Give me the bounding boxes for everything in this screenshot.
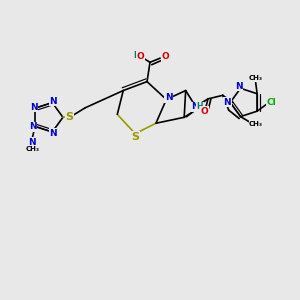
Text: O: O [195, 104, 202, 113]
Text: N: N [235, 82, 242, 91]
Text: N: N [30, 103, 38, 112]
Text: O: O [136, 52, 144, 61]
Text: H: H [133, 51, 139, 60]
Text: CH₃: CH₃ [26, 146, 40, 152]
Text: S: S [66, 112, 74, 122]
Text: O: O [162, 52, 169, 62]
Text: N: N [50, 129, 57, 138]
Text: CH₃: CH₃ [249, 75, 262, 81]
Text: N: N [224, 98, 231, 107]
Text: CH₃: CH₃ [249, 121, 263, 127]
Text: S: S [132, 132, 140, 142]
Text: N: N [29, 122, 37, 131]
Text: O: O [200, 107, 208, 116]
Text: N: N [49, 97, 57, 106]
Text: N: N [28, 138, 36, 147]
Text: Cl: Cl [266, 98, 276, 107]
Text: N: N [191, 102, 199, 111]
Text: N: N [165, 93, 172, 102]
Text: H: H [197, 102, 203, 111]
